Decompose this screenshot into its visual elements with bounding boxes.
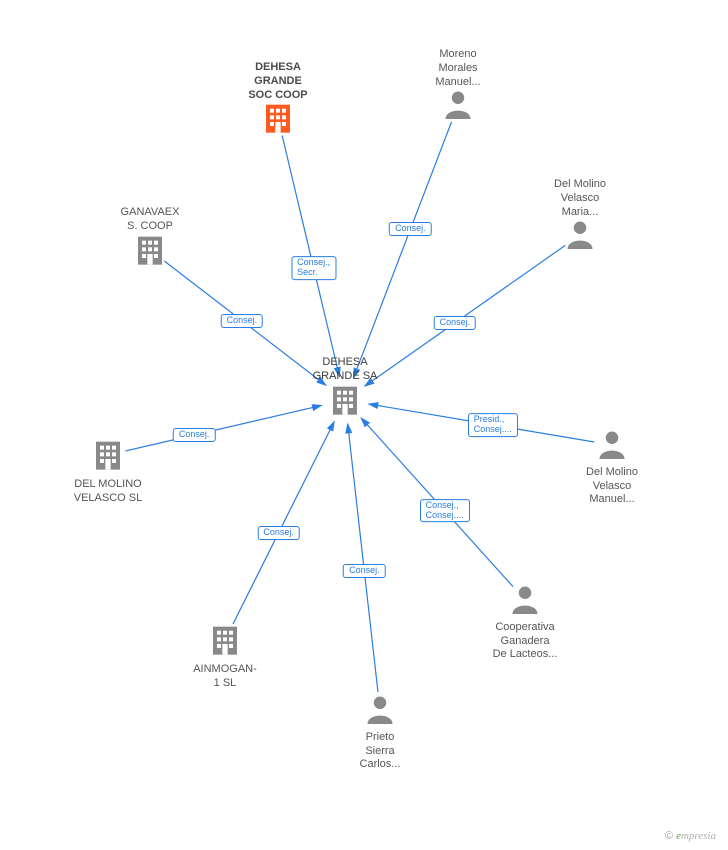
node-del_molino_maria[interactable]: Del Molino Velasco Maria... [530, 176, 630, 254]
person-icon [596, 429, 628, 461]
node-prieto[interactable]: Prieto Sierra Carlos... [330, 694, 430, 772]
edge-label-del_molino_sl[interactable]: Consej. [173, 428, 216, 442]
node-label: Del Molino Velasco Manuel... [562, 466, 662, 507]
watermark: © empresia [665, 830, 716, 842]
edge-label-del_molino_maria[interactable]: Consej. [434, 316, 477, 330]
person-icon [442, 89, 474, 121]
node-label: DEL MOLINO VELASCO SL [58, 478, 158, 506]
edge-prieto [348, 424, 378, 692]
node-label: Prieto Sierra Carlos... [330, 731, 430, 772]
edge-label-del_molino_manuel[interactable]: Presid., Consej.... [468, 413, 518, 437]
node-label: DEHESA GRANDE SOC COOP [228, 61, 328, 102]
node-label: AINMOGAN- 1 SL [175, 663, 275, 691]
node-coop_ganadera[interactable]: Cooperativa Ganadera De Lacteos... [475, 584, 575, 662]
node-label: DEHESA GRANDE SA [295, 356, 395, 384]
building-icon [134, 234, 166, 266]
person-icon [364, 694, 396, 726]
node-del_molino_manuel[interactable]: Del Molino Velasco Manuel... [562, 429, 662, 507]
node-ainmogan[interactable]: AINMOGAN- 1 SL [175, 624, 275, 690]
edge-label-prieto[interactable]: Consej. [343, 564, 386, 578]
watermark-brand-rest: mpresia [681, 830, 716, 842]
node-ganavaex[interactable]: GANAVAEX S. COOP [100, 204, 200, 270]
person-icon [564, 219, 596, 251]
edge-label-ainmogan[interactable]: Consej. [257, 526, 300, 540]
edge-ainmogan [233, 421, 334, 623]
edge-label-moreno[interactable]: Consej. [389, 222, 432, 236]
edge-label-ganavaex[interactable]: Consej. [221, 314, 264, 328]
edge-label-dehesa_coop[interactable]: Consej., Secr. [291, 256, 336, 280]
node-del_molino_sl[interactable]: DEL MOLINO VELASCO SL [58, 439, 158, 505]
node-center[interactable]: DEHESA GRANDE SA [295, 354, 395, 420]
edge-moreno [354, 122, 452, 378]
node-moreno[interactable]: Moreno Morales Manuel... [408, 46, 508, 124]
building-icon [209, 624, 241, 656]
building-icon [329, 384, 361, 416]
node-label: Del Molino Velasco Maria... [530, 178, 630, 219]
copyright-symbol: © [665, 830, 673, 842]
edge-label-coop_ganadera[interactable]: Consej., Consej.... [420, 499, 470, 523]
node-dehesa_coop[interactable]: DEHESA GRANDE SOC COOP [228, 59, 328, 139]
node-label: Cooperativa Ganadera De Lacteos... [475, 621, 575, 662]
person-icon [509, 584, 541, 616]
building-icon [92, 439, 124, 471]
node-label: GANAVAEX S. COOP [100, 206, 200, 234]
building-icon [262, 102, 294, 134]
node-label: Moreno Morales Manuel... [408, 48, 508, 89]
